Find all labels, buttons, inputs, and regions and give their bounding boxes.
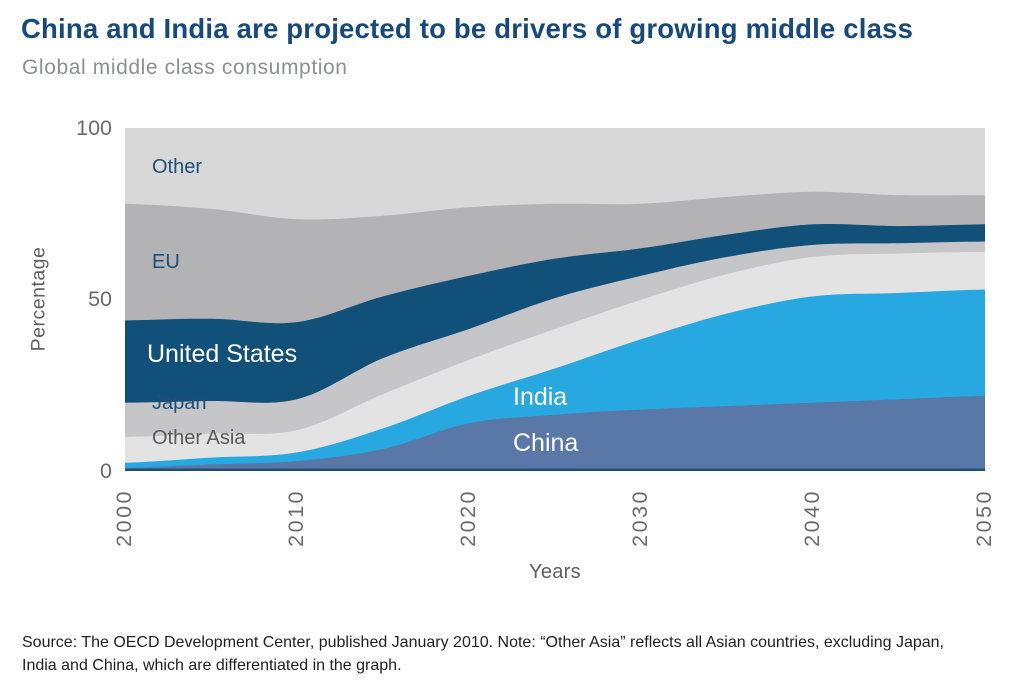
page-title: China and India are projected to be driv… bbox=[21, 13, 914, 44]
area-label-other: Other bbox=[152, 156, 203, 178]
x-axis-title: Years bbox=[529, 561, 581, 583]
plot-area bbox=[125, 128, 985, 471]
x-tick-label: 2010 bbox=[284, 489, 308, 547]
x-tick-label: 2030 bbox=[628, 489, 652, 547]
source-note-line1: Source: The OECD Development Center, pub… bbox=[22, 634, 944, 651]
area-label-eu: EU bbox=[152, 251, 180, 273]
area-other bbox=[125, 128, 985, 220]
x-tick-label: 2020 bbox=[456, 489, 480, 547]
y-axis-title: Percentage bbox=[27, 246, 50, 352]
area-label-united-states: United States bbox=[147, 340, 298, 368]
x-axis-line bbox=[125, 468, 985, 471]
area-label-india: India bbox=[513, 383, 568, 411]
y-tick-0: 0 bbox=[100, 459, 112, 483]
chart-subtitle: Global middle class consumption bbox=[22, 56, 348, 79]
x-tick-label: 2040 bbox=[800, 489, 824, 547]
y-tick-100: 100 bbox=[76, 116, 112, 140]
area-label-japan: Japan bbox=[152, 392, 207, 414]
x-tick-label: 2050 bbox=[972, 489, 996, 547]
y-tick-50: 50 bbox=[88, 287, 112, 311]
area-label-china: China bbox=[513, 429, 579, 457]
source-note-line2: India and China, which are differentiate… bbox=[22, 657, 402, 674]
x-tick-label: 2000 bbox=[112, 489, 136, 547]
area-label-other-asia: Other Asia bbox=[152, 427, 246, 449]
source-note: Source: The OECD Development Center, pub… bbox=[22, 631, 1007, 677]
